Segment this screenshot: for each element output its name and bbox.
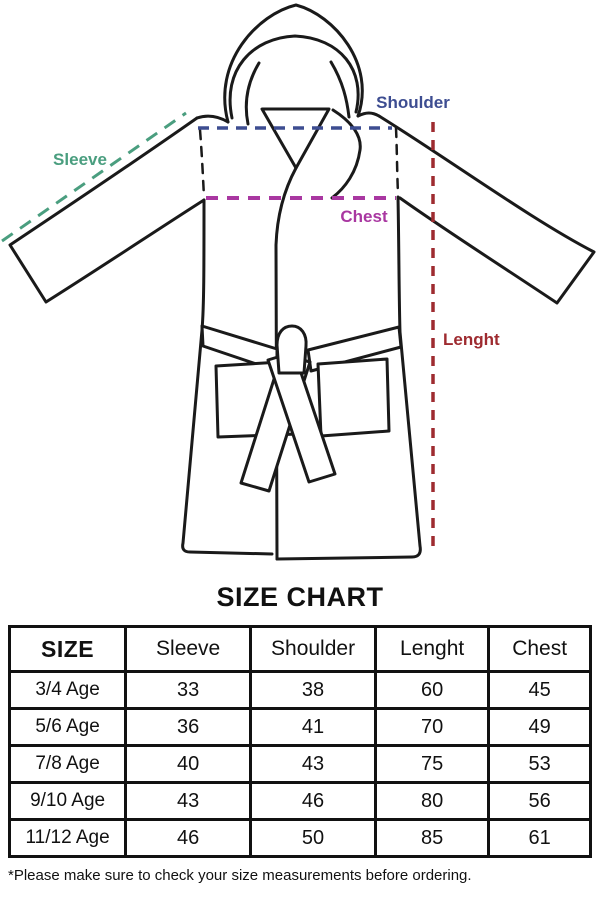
table-row: 3/4 Age 33 38 60 45	[7, 670, 592, 710]
shoulder-right	[356, 111, 381, 118]
age-cell: 5/6 Age	[7, 707, 128, 747]
shoulder-left	[195, 114, 230, 124]
value-cell: 85	[373, 818, 491, 858]
age-cell: 7/8 Age	[7, 744, 128, 784]
value-cell: 33	[124, 670, 253, 710]
table-row: 9/10 Age 43 46 80 56	[7, 781, 592, 821]
length-label: Lenght	[443, 330, 500, 349]
hood-outline	[223, 3, 364, 124]
header-chest: Chest	[487, 625, 592, 673]
value-cell: 70	[373, 707, 491, 747]
header-length: Lenght	[373, 625, 491, 673]
value-cell: 56	[487, 781, 592, 821]
value-cell: 60	[373, 670, 491, 710]
table-header-row: SIZE Sleeve Shoulder Lenght Chest	[7, 625, 592, 673]
age-cell: 11/12 Age	[7, 818, 128, 858]
armpit-seam-left	[198, 128, 206, 199]
belt-knot	[275, 324, 308, 375]
header-shoulder: Shoulder	[249, 625, 377, 673]
value-cell: 45	[487, 670, 592, 710]
pocket-right	[316, 357, 391, 438]
age-cell: 9/10 Age	[7, 781, 128, 821]
table-row: 11/12 Age 46 50 85 61	[7, 818, 592, 858]
table-row: 5/6 Age 36 41 70 49	[7, 707, 592, 747]
value-cell: 50	[249, 818, 377, 858]
size-chart-table: SIZE Sleeve Shoulder Lenght Chest 3/4 Ag…	[7, 625, 592, 858]
value-cell: 36	[124, 707, 253, 747]
page-title: SIZE CHART	[216, 582, 384, 612]
sleeve-right-outline	[377, 114, 596, 305]
value-cell: 53	[487, 744, 592, 784]
neck-opening	[260, 107, 331, 170]
age-cell: 3/4 Age	[7, 670, 128, 710]
sleeve-left-outline	[8, 116, 206, 304]
value-cell: 43	[249, 744, 377, 784]
value-cell: 46	[249, 781, 377, 821]
armpit-seam-right	[394, 126, 400, 196]
hood-opening	[228, 34, 360, 120]
value-cell: 41	[249, 707, 377, 747]
collar-arc-left	[244, 61, 261, 126]
size-disclaimer-note: *Please make sure to check your size mea…	[8, 867, 472, 884]
front-opening-seam	[274, 166, 298, 561]
value-cell: 40	[124, 744, 253, 784]
shoulder-label: Shoulder	[376, 93, 450, 112]
robe-measurement-diagram: Sleeve Shoulder Chest Lenght	[1, 3, 596, 561]
value-cell: 43	[124, 781, 253, 821]
value-cell: 61	[487, 818, 592, 858]
sleeve-label: Sleeve	[53, 150, 107, 169]
table-row: 7/8 Age 40 43 75 53	[7, 744, 592, 784]
robe-diagram-svg: Sleeve Shoulder Chest Lenght	[1, 3, 596, 561]
collar-arc-right	[329, 60, 351, 119]
value-cell: 75	[373, 744, 491, 784]
lapel-right-curve	[330, 108, 362, 200]
sleeve-measure-line	[1, 111, 187, 243]
value-cell: 49	[487, 707, 592, 747]
header-sleeve: Sleeve	[124, 625, 253, 673]
value-cell: 46	[124, 818, 253, 858]
header-size: SIZE	[7, 625, 128, 673]
value-cell: 38	[249, 670, 377, 710]
value-cell: 80	[373, 781, 491, 821]
chest-label: Chest	[340, 207, 388, 226]
